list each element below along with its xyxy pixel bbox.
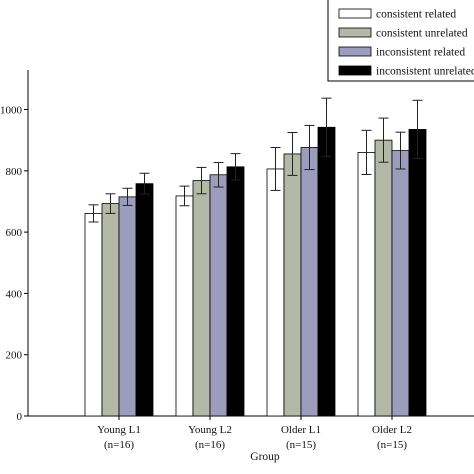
y-tick-label: 400 <box>6 288 23 300</box>
y-tick-label: 600 <box>6 227 23 239</box>
x-tick-sublabel: (n=15) <box>377 439 407 451</box>
x-tick-label: Older L2 <box>372 424 412 436</box>
bar <box>135 183 154 417</box>
bar <box>209 174 228 417</box>
x-tick-label: Older L1 <box>281 424 321 436</box>
legend-swatch <box>338 8 372 19</box>
x-axis-title: Group <box>250 451 280 463</box>
legend-swatch <box>338 65 372 76</box>
error-bars <box>88 97 423 223</box>
bar <box>283 153 302 417</box>
x-tick-sublabel: (n=16) <box>104 439 134 451</box>
bar <box>84 213 103 417</box>
legend-label: consistent unrelated <box>376 28 468 40</box>
y-tick-labels: 0 200 400 600 800 1000 <box>0 105 28 423</box>
y-tick-label: 0 <box>17 411 23 423</box>
legend: consistent related consistent unrelated in… <box>327 0 474 82</box>
y-tick-label: 800 <box>6 166 23 178</box>
legend-label: inconsistent unrelated <box>376 66 474 78</box>
bar <box>408 129 427 417</box>
x-tick-sublabel: (n=15) <box>286 439 316 451</box>
bar <box>357 152 376 417</box>
x-tick-sublabel: (n=16) <box>195 439 225 451</box>
legend-swatch <box>338 46 372 57</box>
bar <box>374 139 393 417</box>
legend-label: consistent related <box>376 9 456 21</box>
bar <box>175 195 194 417</box>
x-tick-label: Young L1 <box>97 424 141 436</box>
bar <box>300 147 319 417</box>
bar <box>192 180 211 417</box>
legend-label: inconsistent related <box>376 47 465 59</box>
bar <box>101 203 120 417</box>
bar <box>317 126 336 417</box>
y-tick-label: 1000 <box>0 105 23 117</box>
legend-swatch <box>338 27 372 38</box>
bar <box>226 166 245 417</box>
x-tick-labels: Young L1 (n=16) Young L2 (n=16) Older L1 (n=1… <box>97 416 412 451</box>
bar <box>266 168 285 417</box>
bar <box>118 196 137 417</box>
x-tick-label: Young L2 <box>188 424 232 436</box>
bars <box>84 126 427 417</box>
bar <box>391 150 410 417</box>
y-tick-label: 200 <box>6 350 23 362</box>
